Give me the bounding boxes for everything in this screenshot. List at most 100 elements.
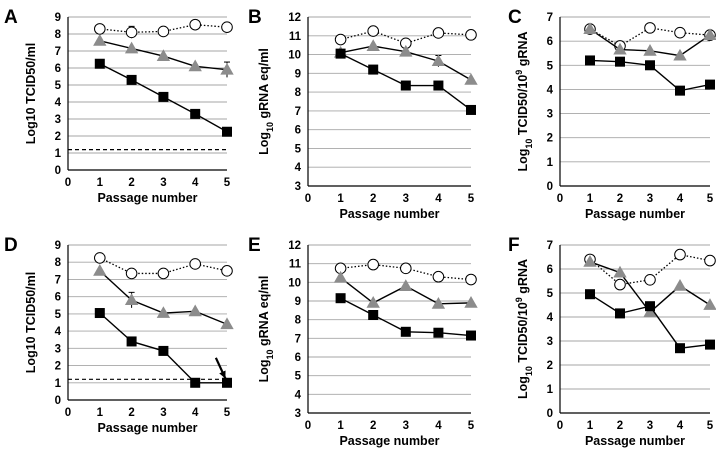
data-point-circle	[367, 25, 380, 37]
x-tick-label: 0	[65, 407, 71, 419]
data-point-square	[705, 339, 715, 350]
data-point-circle	[465, 273, 477, 286]
data-point-square	[126, 74, 137, 85]
data-point-square	[645, 301, 655, 312]
x-tick-label: 3	[647, 420, 653, 432]
data-point-square	[615, 56, 625, 67]
data-point-triangle	[399, 279, 413, 291]
data-point-square	[645, 60, 655, 71]
y-tick-label: 3	[295, 408, 301, 420]
y-tick-label: 6	[55, 63, 61, 75]
x-tick-label: 0	[305, 193, 311, 205]
data-point-circle	[674, 248, 686, 261]
x-tick-label: 3	[647, 193, 653, 205]
panel-letter: D	[4, 235, 18, 256]
y-tick-label: 2	[55, 131, 61, 143]
x-tick-label: 0	[557, 420, 563, 432]
y-tick-label: 4	[55, 97, 62, 109]
panel-f: F 0 1 2 3 4 5 6 7 0 1 2 3 4 5 Passage number Log10 TCID5…	[508, 235, 716, 448]
x-tick-label: 2	[370, 420, 376, 432]
series-gray-triangle	[93, 33, 234, 78]
data-point-square	[222, 377, 232, 388]
y-tick-label: 5	[295, 371, 302, 383]
series-black-square	[585, 289, 715, 354]
series-gray-triangle	[93, 264, 234, 330]
y-tick-label: 10	[288, 277, 301, 289]
data-point-triangle	[188, 304, 202, 317]
series-open-circle	[94, 252, 233, 280]
data-point-circle	[432, 270, 445, 283]
data-point-triangle	[156, 306, 171, 318]
data-point-triangle	[464, 296, 478, 308]
x-tick-label: 5	[224, 407, 231, 419]
series-open-circle	[584, 248, 716, 291]
data-point-circle	[157, 25, 170, 38]
y-tick-label: 7	[295, 106, 301, 118]
data-point-circle	[644, 274, 656, 286]
y-tick-label: 1	[55, 148, 62, 160]
x-tick-label: 1	[97, 177, 104, 189]
data-point-square	[433, 327, 444, 338]
y-tick-label: 6	[295, 125, 301, 137]
x-tick-label: 3	[160, 177, 166, 189]
y-tick-label: 1	[547, 384, 554, 396]
series-gray-triangle	[333, 270, 478, 309]
data-point-square	[585, 289, 595, 300]
y-axis-title: Log10 TCID50/109 gRNA	[514, 259, 534, 399]
data-point-circle	[644, 22, 656, 34]
y-tick-label: 2	[55, 361, 61, 373]
x-tick-label: 2	[128, 407, 134, 419]
panel-letter: C	[508, 7, 522, 28]
data-point-circle	[367, 258, 380, 271]
panel-letter: B	[248, 7, 262, 28]
annotation-arrow	[214, 357, 227, 379]
y-tick-label: 8	[295, 87, 302, 99]
x-tick-label: 0	[557, 193, 563, 205]
y-tick-label: 12	[288, 12, 301, 24]
y-axis-title: Log10 gRNA eq/ml	[257, 276, 275, 383]
y-tick-label: 1	[55, 378, 62, 390]
x-tick-label: 5	[468, 193, 475, 205]
series-open-circle	[334, 258, 477, 286]
data-point-circle	[94, 252, 106, 264]
data-point-circle	[189, 258, 201, 270]
y-tick-label: 5	[55, 80, 62, 92]
data-point-circle	[400, 262, 412, 275]
x-tick-label: 4	[435, 420, 442, 432]
y-tick-label: 9	[295, 296, 301, 308]
x-axis-title: Passage number	[97, 191, 197, 205]
data-point-circle	[221, 265, 233, 277]
x-tick-label: 1	[97, 407, 104, 419]
y-tick-label: 8	[55, 257, 62, 269]
series-black-square	[335, 48, 476, 115]
series-open-circle	[94, 18, 233, 39]
panel-a: A 0 1 2 3 4 5 6 7 8 9 0 1 2 3 4 5 Passage number Log10 TCI…	[4, 7, 234, 205]
x-tick-label: 4	[192, 177, 199, 189]
y-tick-label: 5	[295, 143, 302, 155]
x-tick-label: 1	[337, 420, 344, 432]
series-black-square	[94, 308, 232, 388]
y-tick-label: 1	[547, 157, 554, 169]
x-tick-label: 2	[370, 193, 376, 205]
panel-letter: F	[508, 235, 520, 256]
x-tick-label: 0	[65, 177, 71, 189]
series-line	[589, 27, 711, 47]
y-tick-label: 10	[288, 50, 301, 62]
data-point-triangle	[220, 62, 234, 75]
data-point-square	[466, 330, 476, 341]
x-tick-label: 1	[587, 193, 594, 205]
y-tick-label: 8	[55, 29, 62, 41]
data-point-triangle	[366, 39, 380, 52]
data-point-circle	[94, 23, 106, 35]
data-point-circle	[157, 267, 170, 280]
data-point-triangle	[464, 73, 478, 85]
panel-letter: E	[248, 235, 261, 256]
y-tick-label: 4	[295, 162, 302, 174]
y-tick-label: 6	[295, 352, 301, 364]
series-gray-triangle	[583, 254, 716, 318]
panel-letter: A	[4, 7, 18, 28]
x-tick-label: 3	[160, 407, 166, 419]
data-point-triangle	[333, 270, 348, 283]
data-point-triangle	[673, 278, 687, 291]
